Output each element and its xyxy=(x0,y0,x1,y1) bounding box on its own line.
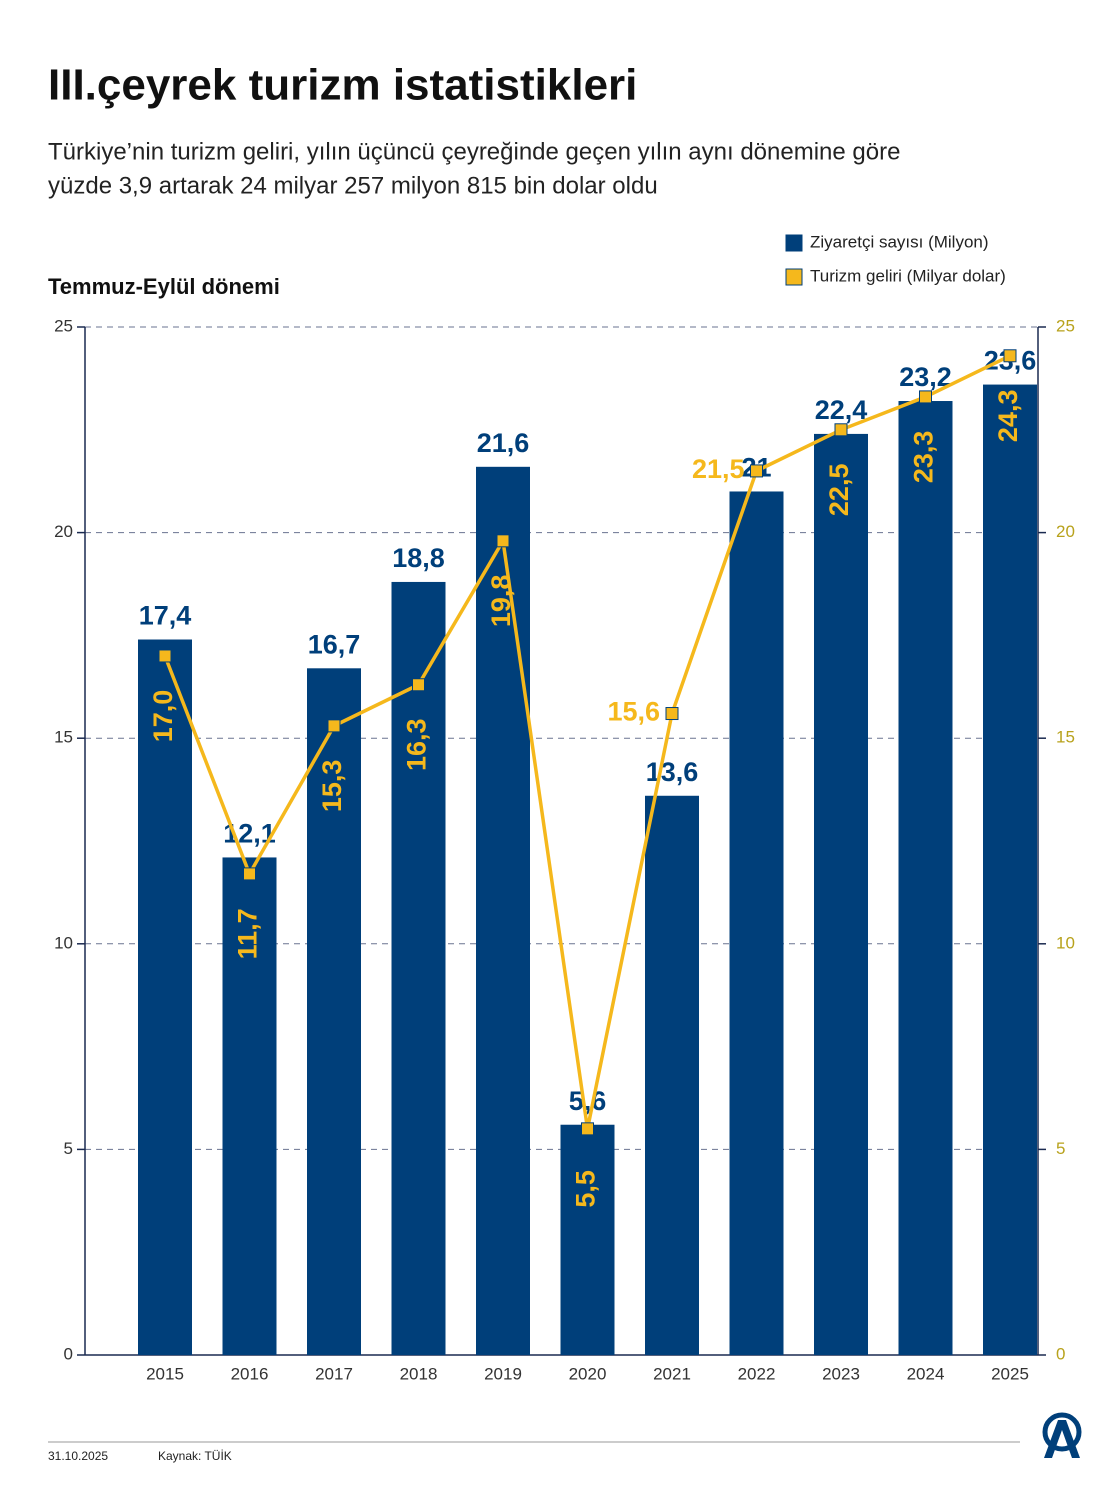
x-tick-label: 2018 xyxy=(400,1364,438,1383)
line-marker xyxy=(158,649,172,663)
y2-tick-label: 0 xyxy=(1056,1344,1065,1363)
line-value-label: 21,5 xyxy=(692,454,745,484)
line-marker xyxy=(412,678,425,692)
bar-value-label: 17,4 xyxy=(139,601,192,631)
y2-tick-label: 25 xyxy=(1056,316,1075,335)
line-value-label: 22,5 xyxy=(824,464,854,517)
line-marker xyxy=(750,464,763,478)
x-tick-label: 2024 xyxy=(907,1364,945,1383)
source: Kaynak: TÜİK xyxy=(158,1449,232,1463)
x-tick-label: 2019 xyxy=(484,1364,522,1383)
bar xyxy=(222,857,277,1355)
bar-value-label: 18,8 xyxy=(392,543,445,573)
line-value-label: 24,3 xyxy=(993,390,1023,443)
line-marker xyxy=(327,719,341,733)
y-tick-label: 15 xyxy=(54,728,73,747)
chart-subtitle: yüzde 3,9 artarak 24 milyar 257 milyon 8… xyxy=(48,172,658,199)
bar xyxy=(898,401,953,1355)
line-marker xyxy=(243,867,256,881)
line-value-label: 17,0 xyxy=(148,690,178,743)
y2-tick-label: 15 xyxy=(1056,728,1075,747)
bar-value-label: 13,6 xyxy=(646,757,699,787)
line-value-label: 15,3 xyxy=(317,760,347,813)
line-marker xyxy=(834,423,848,437)
x-tick-label: 2021 xyxy=(653,1364,691,1383)
bar xyxy=(307,668,361,1355)
bar-value-label: 16,7 xyxy=(308,629,361,659)
chart-title: III.çeyrek turizm istatistikleri xyxy=(48,61,637,110)
axis-label: Temmuz-Eylül dönemi xyxy=(48,274,280,299)
y-tick-label: 25 xyxy=(54,316,73,335)
bar-value-label: 21,6 xyxy=(477,428,530,458)
line-marker xyxy=(1003,349,1017,363)
x-tick-label: 2016 xyxy=(231,1364,269,1383)
bar xyxy=(983,384,1037,1355)
bar xyxy=(645,795,699,1355)
legend-label: Turizm geliri (Milyar dolar) xyxy=(810,266,1006,285)
line-value-label: 16,3 xyxy=(402,718,432,771)
bar xyxy=(814,433,868,1355)
line-value-label: 23,3 xyxy=(909,431,939,484)
line-value-label: 15,6 xyxy=(607,697,660,727)
y2-tick-label: 10 xyxy=(1056,933,1075,952)
y-tick-label: 0 xyxy=(64,1344,73,1363)
x-tick-label: 2025 xyxy=(991,1364,1029,1383)
y2-tick-label: 5 xyxy=(1056,1139,1065,1158)
bar xyxy=(560,1124,615,1355)
chart-subtitle: Türkiye’nin turizm geliri, yılın üçüncü … xyxy=(48,138,900,165)
bar-value-label: 22,4 xyxy=(815,395,868,425)
y2-tick-label: 20 xyxy=(1056,522,1075,541)
x-tick-label: 2023 xyxy=(822,1364,860,1383)
logo xyxy=(1042,1412,1082,1458)
bar xyxy=(391,581,446,1355)
line xyxy=(163,354,1011,1130)
bar-value-label: 5,6 xyxy=(569,1086,607,1116)
y-tick-label: 20 xyxy=(54,522,73,541)
x-tick-label: 2022 xyxy=(738,1364,776,1383)
line-marker xyxy=(665,707,679,721)
line-value-label: 5,5 xyxy=(571,1170,601,1208)
line-value-label: 19,8 xyxy=(486,575,516,628)
date: 31.10.2025 xyxy=(48,1449,108,1463)
x-tick-label: 2017 xyxy=(315,1364,353,1383)
line-value-label: 11,7 xyxy=(233,908,263,959)
bar xyxy=(476,466,530,1356)
x-tick-label: 2015 xyxy=(146,1364,184,1383)
legend-swatch xyxy=(785,234,803,252)
bar xyxy=(729,491,784,1356)
x-tick-label: 2020 xyxy=(569,1364,607,1383)
line-marker xyxy=(919,390,932,404)
bar xyxy=(138,639,192,1355)
y-tick-label: 10 xyxy=(54,933,73,952)
line-marker xyxy=(496,534,510,548)
legend-swatch xyxy=(785,268,803,286)
legend-label: Ziyaretçi sayısı (Milyon) xyxy=(810,232,989,251)
y-tick-label: 5 xyxy=(64,1139,73,1158)
line-marker xyxy=(581,1122,594,1136)
